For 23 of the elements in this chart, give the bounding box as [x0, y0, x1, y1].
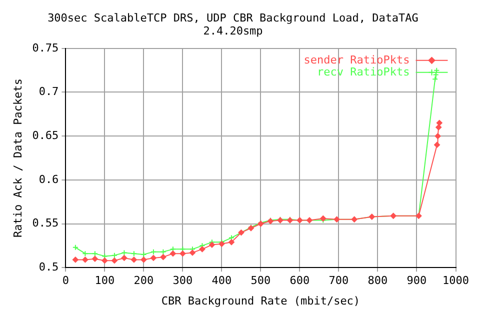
chart-subtitle: 2.4.20smp [203, 24, 263, 38]
x-axis-title: CBR Background Rate (mbit/sec) [161, 294, 360, 308]
x-tick-label: 0 [62, 274, 70, 288]
x-tick-label: 1000 [442, 274, 470, 288]
x-tick-label: 700 [328, 274, 349, 288]
x-tick-label: 600 [290, 274, 310, 288]
x-tick-label: 500 [250, 274, 271, 288]
y-axis-title: Ratio Ack / Data Packets [11, 78, 24, 238]
legend-label: recv RatioPkts [317, 65, 410, 78]
y-tick-label: 0.55 [32, 216, 59, 230]
x-tick-label: 400 [212, 274, 232, 288]
x-tick-label: 800 [368, 274, 388, 288]
y-tick-label: 0.75 [32, 41, 59, 54]
y-tick-label: 0.5 [38, 260, 59, 274]
x-tick-label: 900 [406, 274, 427, 288]
y-tick-label: 0.65 [32, 128, 59, 142]
y-tick-label: 0.7 [38, 85, 59, 98]
legend-label: sender RatioPkts [304, 53, 410, 66]
y-tick-label: 0.6 [38, 172, 59, 186]
x-tick-label: 200 [134, 274, 154, 288]
x-tick-label: 300 [172, 274, 193, 288]
chart-title: 300sec ScalableTCP DRS, UDP CBR Background Load, DataTAG [48, 11, 418, 24]
x-tick-label: 100 [94, 274, 115, 288]
